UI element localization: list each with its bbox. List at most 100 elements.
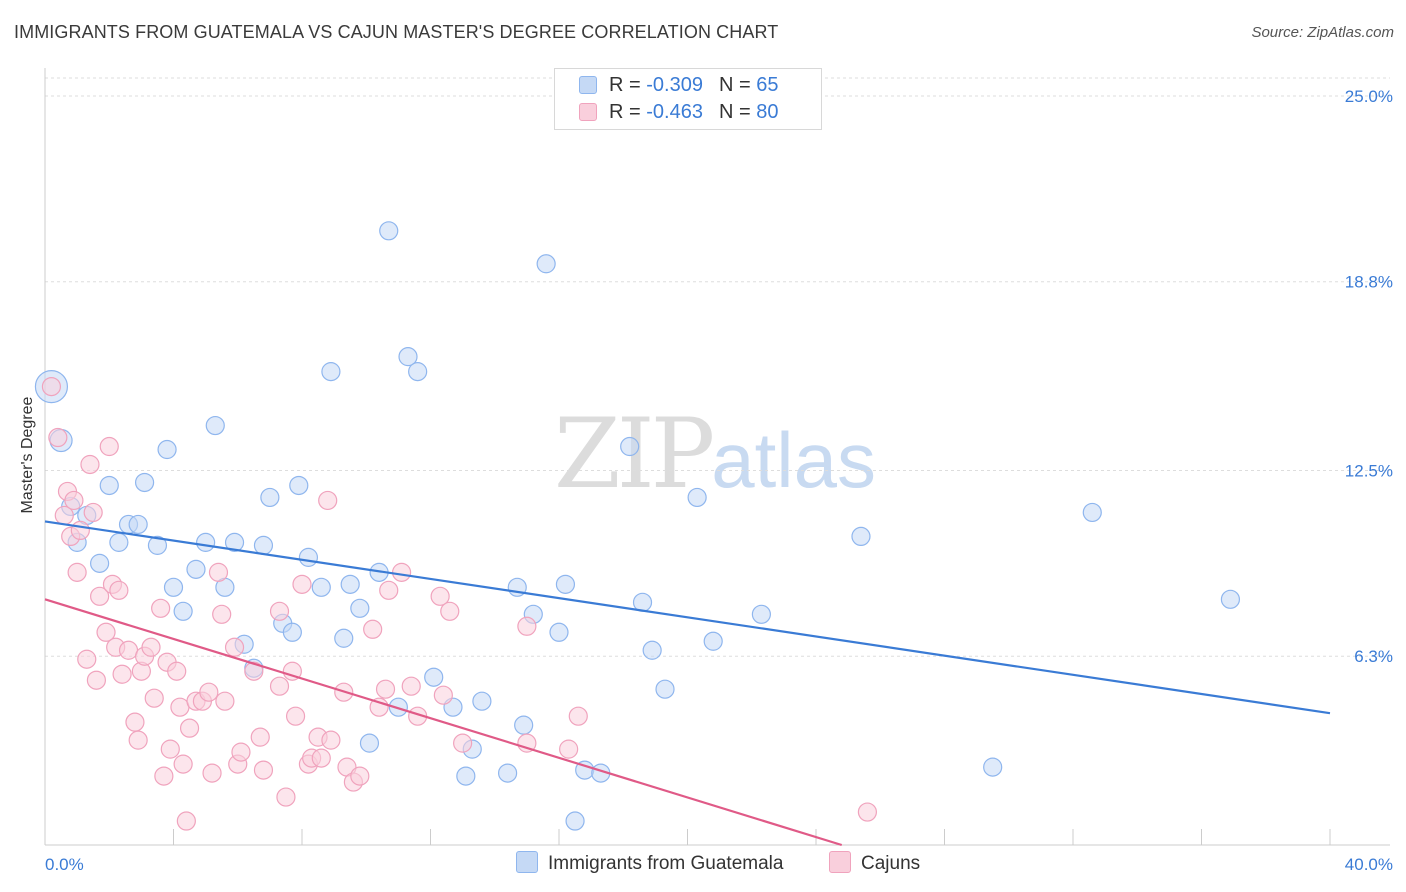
guatemala-point bbox=[340, 574, 360, 594]
cajun-point bbox=[99, 436, 119, 457]
cajun-point bbox=[282, 661, 302, 681]
guatemala-point bbox=[565, 811, 585, 831]
bottom-legend-swatch-guatemala bbox=[516, 851, 538, 873]
legend-n-value: 80 bbox=[756, 101, 779, 123]
cajun-point bbox=[857, 802, 878, 822]
cajun-point bbox=[83, 502, 103, 523]
cajun-point bbox=[64, 490, 84, 511]
legend-row-cajuns: R = -0.463 N = 80 bbox=[579, 101, 778, 125]
cajun-point bbox=[176, 811, 196, 831]
guatemala-point bbox=[298, 547, 319, 567]
guatemala-point bbox=[703, 631, 723, 651]
guatemala-point bbox=[321, 362, 341, 382]
bottom-legend-label: Cajuns bbox=[861, 853, 921, 874]
cajun-point bbox=[212, 604, 232, 624]
legend-n-label: N = bbox=[718, 74, 751, 96]
guatemala-point bbox=[186, 559, 206, 579]
guatemala-point bbox=[983, 757, 1003, 777]
cajun-point bbox=[433, 685, 453, 705]
legend-swatch-guatemala bbox=[579, 76, 597, 94]
guatemala-point bbox=[751, 604, 771, 624]
cajun-point bbox=[244, 661, 264, 681]
cajun-point bbox=[125, 712, 145, 732]
guatemala-point bbox=[498, 763, 518, 783]
cajun-point bbox=[167, 661, 187, 681]
cajun-point bbox=[285, 706, 306, 726]
guatemala-point bbox=[687, 487, 707, 508]
cajun-point bbox=[141, 637, 161, 657]
guatemala-point bbox=[549, 622, 569, 642]
guatemala-point bbox=[408, 362, 428, 382]
cajun-point bbox=[269, 601, 290, 621]
legend-r-label: R = bbox=[609, 74, 641, 96]
guatemala-point bbox=[99, 475, 119, 496]
cajun-point bbox=[128, 730, 148, 750]
guatemala-point bbox=[1220, 589, 1241, 609]
cajun-point bbox=[173, 754, 193, 774]
cajun-point bbox=[96, 622, 116, 642]
cajun-point bbox=[224, 637, 245, 657]
cajun-point bbox=[109, 580, 129, 600]
cajun-point bbox=[440, 601, 460, 621]
guatemala-point bbox=[157, 439, 177, 460]
cajun-point bbox=[77, 649, 97, 669]
y-tick-label: 6.3% bbox=[1354, 647, 1393, 666]
cajun-point bbox=[292, 574, 312, 594]
cajun-point bbox=[517, 616, 537, 636]
cajun-point bbox=[179, 718, 200, 738]
guatemala-point bbox=[163, 577, 184, 597]
x-tick-label: 40.0% bbox=[1345, 855, 1393, 874]
cajun-point bbox=[67, 562, 87, 582]
guatemala-point bbox=[311, 577, 331, 597]
legend-row-guatemala: R = -0.309 N = 65 bbox=[579, 74, 778, 98]
cajun-point bbox=[154, 766, 174, 786]
cajun-point bbox=[215, 691, 235, 711]
cajun-trend-line bbox=[44, 598, 843, 847]
guatemala-point bbox=[379, 221, 399, 241]
guatemala-point bbox=[128, 514, 148, 535]
cajun-point bbox=[144, 688, 164, 708]
legend-r-value: -0.309 bbox=[646, 74, 703, 96]
cajun-point bbox=[559, 739, 579, 759]
guatemala-point bbox=[196, 532, 216, 552]
guatemala-point bbox=[260, 487, 280, 508]
cajun-point bbox=[202, 763, 222, 783]
cajun-point bbox=[250, 727, 270, 747]
guatemala-point bbox=[134, 472, 155, 493]
cajun-point bbox=[86, 670, 107, 690]
cajun-point bbox=[170, 697, 190, 717]
source-label: Source: ZipAtlas.com bbox=[1251, 24, 1394, 41]
bottom-legend-swatch-cajuns bbox=[829, 851, 851, 873]
cajun-point bbox=[276, 787, 296, 807]
guatemala-point bbox=[173, 601, 193, 621]
guatemala-point bbox=[282, 622, 302, 642]
cajun-point bbox=[391, 562, 412, 582]
cajun-point bbox=[208, 562, 229, 582]
cajun-point bbox=[430, 586, 450, 606]
guatemala-point bbox=[456, 766, 476, 786]
guatemala-point bbox=[398, 347, 418, 367]
legend-r-value: -0.463 bbox=[646, 101, 703, 123]
guatemala-point bbox=[334, 628, 354, 648]
bottom-legend-label: Immigrants from Guatemala bbox=[548, 853, 784, 874]
cajun-point bbox=[112, 664, 132, 684]
cajun-point bbox=[318, 490, 338, 511]
guatemala-trend-line bbox=[44, 520, 1331, 715]
cajun-point bbox=[160, 739, 180, 759]
cajun-point bbox=[70, 520, 90, 541]
cajun-point bbox=[41, 376, 62, 397]
guatemala-point bbox=[642, 640, 662, 660]
guatemala-point bbox=[350, 598, 370, 618]
cajun-point bbox=[253, 760, 274, 780]
guatemala-point bbox=[224, 532, 245, 552]
bottom-legend-guatemala: Immigrants from Guatemala bbox=[516, 851, 783, 875]
cajun-point bbox=[118, 640, 139, 660]
cajun-point bbox=[311, 748, 331, 768]
guatemala-point bbox=[205, 415, 225, 436]
cajun-point bbox=[568, 706, 588, 726]
cajun-point bbox=[453, 733, 473, 753]
chart-title: IMMIGRANTS FROM GUATEMALA VS CAJUN MASTE… bbox=[14, 22, 779, 42]
cajun-point bbox=[231, 742, 251, 762]
cajun-point bbox=[151, 598, 171, 618]
